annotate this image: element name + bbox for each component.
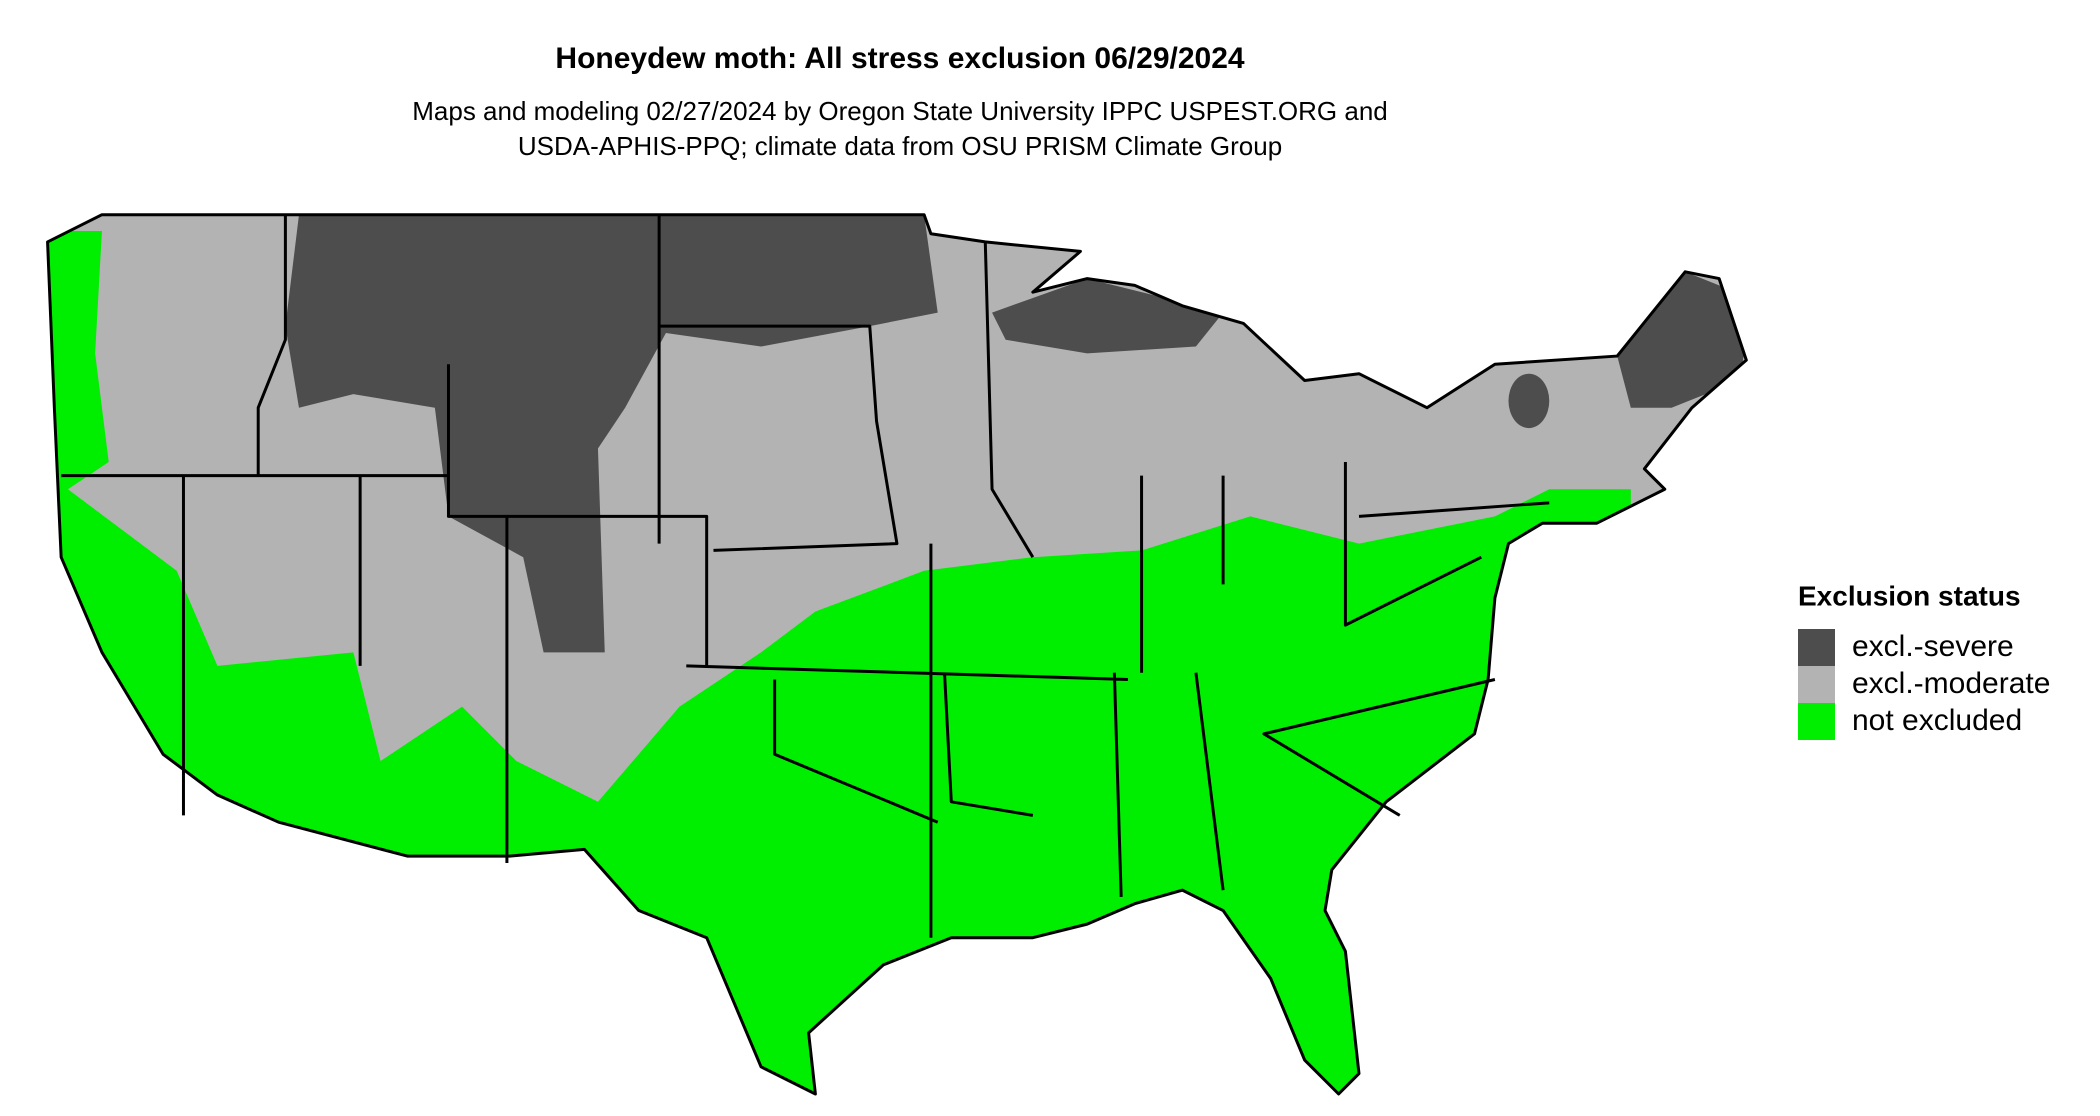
map-title: Honeydew moth: All stress exclusion 06/2… — [555, 42, 1244, 75]
severe-zone — [1508, 373, 1550, 429]
legend-swatch — [1798, 666, 1835, 703]
map-subtitle: Maps and modeling 02/27/2024 by Oregon S… — [412, 96, 1388, 126]
us-map — [46, 213, 1748, 1096]
legend-label: not excluded — [1852, 704, 2022, 737]
severe-zone — [1617, 271, 1747, 408]
legend-title: Exclusion status — [1798, 580, 2021, 611]
legend: excl.-severe excl.-moderate not excluded — [1798, 629, 2050, 740]
severe-zone — [285, 214, 938, 653]
legend-label: excl.-moderate — [1852, 667, 2050, 700]
map-subtitle: USDA-APHIS-PPQ; climate data from OSU PR… — [518, 131, 1282, 161]
legend-label: excl.-severe — [1852, 630, 2014, 663]
legend-swatch — [1798, 703, 1835, 740]
legend-swatch — [1798, 629, 1835, 666]
severe-zone — [992, 278, 1224, 354]
